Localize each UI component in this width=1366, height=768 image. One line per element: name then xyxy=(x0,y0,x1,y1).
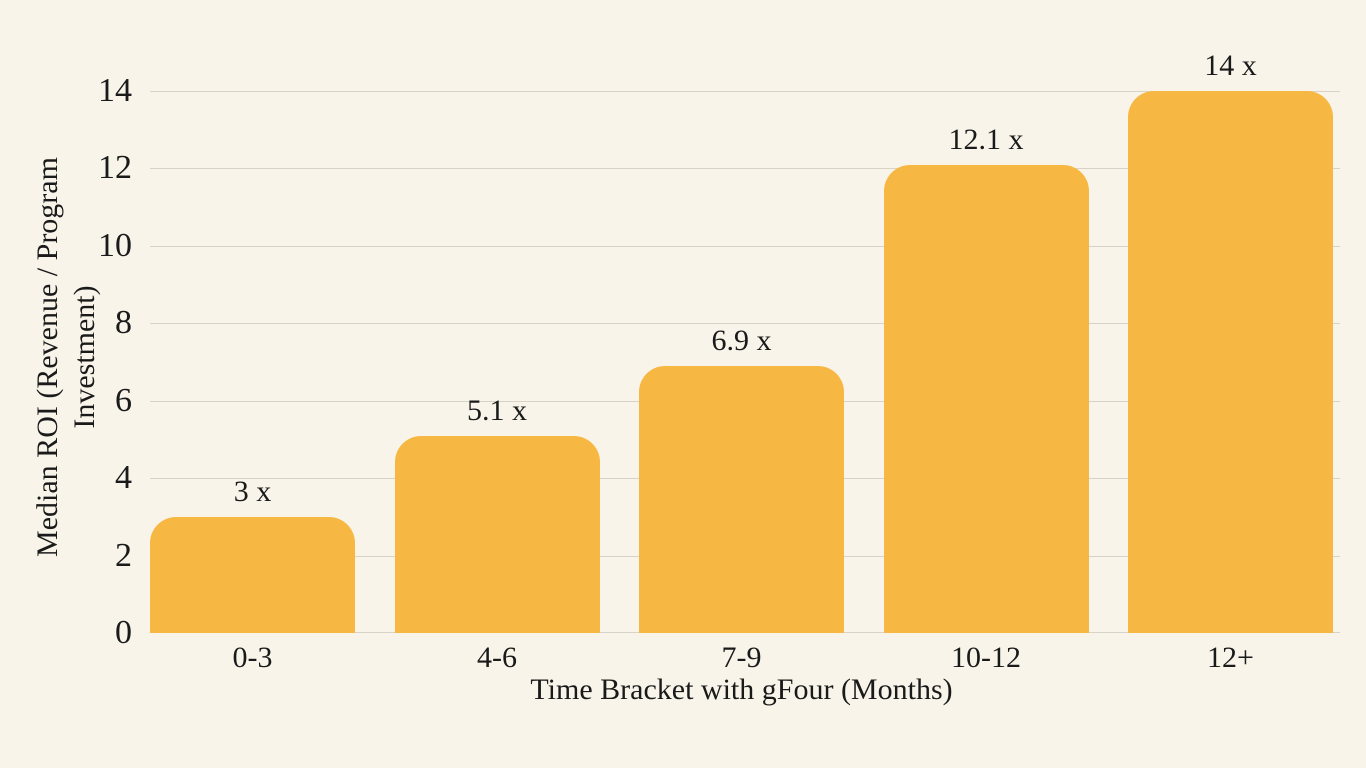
bar-value-label-12+: 14 x xyxy=(1204,49,1257,82)
bar-0-3 xyxy=(150,516,355,633)
y-tick-label-4: 4 xyxy=(115,459,132,497)
x-axis-label: Time Bracket with gFour (Months) xyxy=(530,673,953,706)
bar-value-label-7-9: 6.9 x xyxy=(711,323,772,357)
y-tick-label-10: 10 xyxy=(98,226,132,264)
y-tick-label-8: 8 xyxy=(115,304,132,342)
y-tick-label-12: 12 xyxy=(98,149,132,187)
bar-10-12 xyxy=(883,164,1089,633)
gridline-y-8 xyxy=(150,323,1340,325)
x-tick-label-4-6: 4-6 xyxy=(477,641,517,674)
gridline-y-14 xyxy=(150,91,1340,92)
x-tick-label-10-12: 10-12 xyxy=(951,641,1021,674)
y-tick-label-14: 14 xyxy=(98,72,132,109)
bar-12+ xyxy=(1128,91,1333,633)
y-tick-label-6: 6 xyxy=(115,381,132,419)
gridline-y-12 xyxy=(150,168,1340,170)
gridline-y-10 xyxy=(150,245,1340,247)
x-tick-label-0-3: 0-3 xyxy=(232,641,273,674)
y-tick-label-2: 2 xyxy=(115,536,132,574)
bar-4-6 xyxy=(394,435,600,633)
bar-value-label-4-6: 5.1 x xyxy=(467,393,527,427)
x-tick-label-12+: 12+ xyxy=(1207,641,1254,674)
bar-7-9 xyxy=(639,365,844,633)
x-tick-label-7-9: 7-9 xyxy=(721,641,762,674)
bar-value-label-10-12: 12.1 x xyxy=(948,122,1024,156)
plot-area: 3 x 5.1 x 6.9 x 12.1 x 14 x xyxy=(150,49,1340,633)
bar-value-label-0-3: 3 x xyxy=(233,474,272,508)
y-tick-label-0: 0 xyxy=(115,614,132,651)
